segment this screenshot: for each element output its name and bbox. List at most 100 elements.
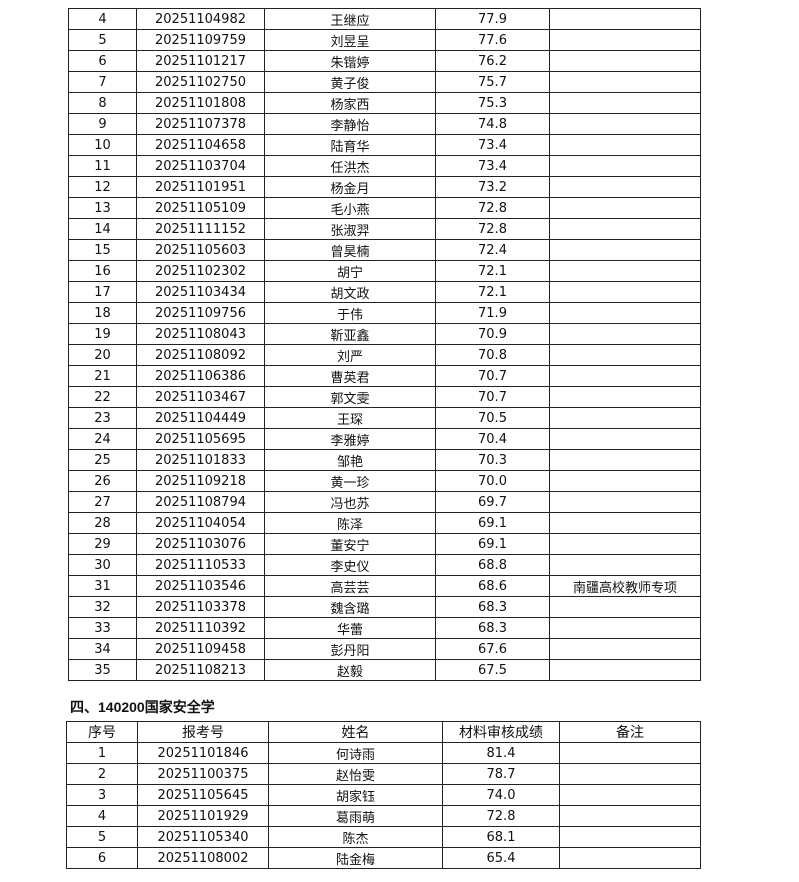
cell-exam-number: 20251104982 — [136, 8, 265, 30]
cell-score: 68.3 — [435, 596, 550, 618]
table-row: 18 20251109756 于伟 71.9 — [68, 302, 701, 324]
cell-index: 9 — [68, 113, 137, 135]
cell-index: 30 — [68, 554, 137, 576]
cell-exam-number: 20251110392 — [136, 617, 265, 639]
cell-score: 68.6 — [435, 575, 550, 597]
cell-name: 杨金月 — [264, 176, 436, 198]
cell-remarks — [549, 638, 701, 660]
cell-score: 68.8 — [435, 554, 550, 576]
cell-index: 27 — [68, 491, 137, 513]
cell-score: 72.8 — [435, 218, 550, 240]
cell-score: 72.8 — [435, 197, 550, 219]
header-score: 材料审核成绩 — [442, 721, 560, 743]
cell-score: 77.9 — [435, 8, 550, 30]
cell-remarks — [549, 533, 701, 555]
cell-score: 72.4 — [435, 239, 550, 261]
cell-exam-number: 20251103467 — [136, 386, 265, 408]
cell-exam-number: 20251101929 — [137, 805, 269, 827]
cell-name: 胡宁 — [264, 260, 436, 282]
cell-remarks — [549, 428, 701, 450]
cell-remarks — [549, 470, 701, 492]
cell-exam-number: 20251108002 — [137, 847, 269, 869]
table-row: 30 20251110533 李史仪 68.8 — [68, 554, 701, 576]
cell-remarks — [549, 407, 701, 429]
cell-score: 69.1 — [435, 512, 550, 534]
cell-exam-number: 20251105340 — [137, 826, 269, 848]
cell-score: 67.6 — [435, 638, 550, 660]
cell-index: 32 — [68, 596, 137, 618]
cell-score: 70.7 — [435, 365, 550, 387]
table-row: 22 20251103467 郭文雯 70.7 — [68, 386, 701, 408]
table-row: 23 20251104449 王琛 70.5 — [68, 407, 701, 429]
cell-index: 23 — [68, 407, 137, 429]
cell-score: 69.7 — [435, 491, 550, 513]
cell-name: 赵毅 — [264, 659, 436, 681]
cell-index: 22 — [68, 386, 137, 408]
cell-remarks — [549, 281, 701, 303]
cell-score: 70.8 — [435, 344, 550, 366]
cell-remarks — [549, 8, 701, 30]
cell-score: 67.5 — [435, 659, 550, 681]
cell-name: 彭丹阳 — [264, 638, 436, 660]
cell-remarks — [549, 134, 701, 156]
cell-score: 74.8 — [435, 113, 550, 135]
results-table-continued: 4 20251104982 王继应 77.9 5 20251109759 刘昱呈 77.6 6 2… — [68, 8, 701, 681]
cell-remarks — [549, 365, 701, 387]
table-row: 6 20251108002 陆金梅 65.4 — [66, 847, 701, 869]
cell-name: 靳亚鑫 — [264, 323, 436, 345]
table-row: 11 20251103704 任洪杰 73.4 — [68, 155, 701, 177]
cell-name: 李静怡 — [264, 113, 436, 135]
cell-exam-number: 20251105695 — [136, 428, 265, 450]
cell-index: 14 — [68, 218, 137, 240]
table-header-row: 序号 报考号 姓名 材料审核成绩 备注 — [66, 721, 701, 743]
cell-exam-number: 20251103076 — [136, 533, 265, 555]
cell-name: 刘昱呈 — [264, 29, 436, 51]
cell-index: 16 — [68, 260, 137, 282]
cell-name: 陈泽 — [264, 512, 436, 534]
table-row: 7 20251102750 黄子俊 75.7 — [68, 71, 701, 93]
cell-name: 胡家钰 — [268, 784, 443, 806]
header-name: 姓名 — [268, 721, 443, 743]
table-row: 13 20251105109 毛小燕 72.8 — [68, 197, 701, 219]
cell-score: 72.1 — [435, 281, 550, 303]
cell-score: 81.4 — [442, 742, 560, 764]
cell-name: 赵怡雯 — [268, 763, 443, 785]
cell-exam-number: 20251109458 — [136, 638, 265, 660]
cell-score: 76.2 — [435, 50, 550, 72]
cell-remarks — [559, 805, 701, 827]
header-remarks: 备注 — [559, 721, 701, 743]
cell-index: 26 — [68, 470, 137, 492]
cell-name: 朱锴婷 — [264, 50, 436, 72]
cell-name: 董安宁 — [264, 533, 436, 555]
cell-exam-number: 20251109759 — [136, 29, 265, 51]
cell-remarks — [549, 113, 701, 135]
cell-index: 25 — [68, 449, 137, 471]
cell-name: 毛小燕 — [264, 197, 436, 219]
cell-remarks — [559, 826, 701, 848]
cell-exam-number: 20251105603 — [136, 239, 265, 261]
table-row: 4 20251104982 王继应 77.9 — [68, 8, 701, 30]
cell-remarks — [549, 92, 701, 114]
cell-index: 21 — [68, 365, 137, 387]
cell-exam-number: 20251104449 — [136, 407, 265, 429]
cell-score: 70.0 — [435, 470, 550, 492]
cell-exam-number: 20251101808 — [136, 92, 265, 114]
cell-name: 葛雨萌 — [268, 805, 443, 827]
table-row: 9 20251107378 李静怡 74.8 — [68, 113, 701, 135]
table-row: 14 20251111152 张淑羿 72.8 — [68, 218, 701, 240]
cell-name: 高芸芸 — [264, 575, 436, 597]
cell-name: 陆育华 — [264, 134, 436, 156]
table-row: 35 20251108213 赵毅 67.5 — [68, 659, 701, 681]
cell-remarks — [549, 29, 701, 51]
cell-remarks — [549, 239, 701, 261]
cell-remarks — [549, 491, 701, 513]
cell-score: 70.7 — [435, 386, 550, 408]
cell-index: 6 — [68, 50, 137, 72]
cell-name: 张淑羿 — [264, 218, 436, 240]
cell-index: 1 — [66, 742, 138, 764]
cell-name: 陆金梅 — [268, 847, 443, 869]
cell-exam-number: 20251103704 — [136, 155, 265, 177]
cell-index: 5 — [66, 826, 138, 848]
cell-index: 28 — [68, 512, 137, 534]
cell-exam-number: 20251108043 — [136, 323, 265, 345]
